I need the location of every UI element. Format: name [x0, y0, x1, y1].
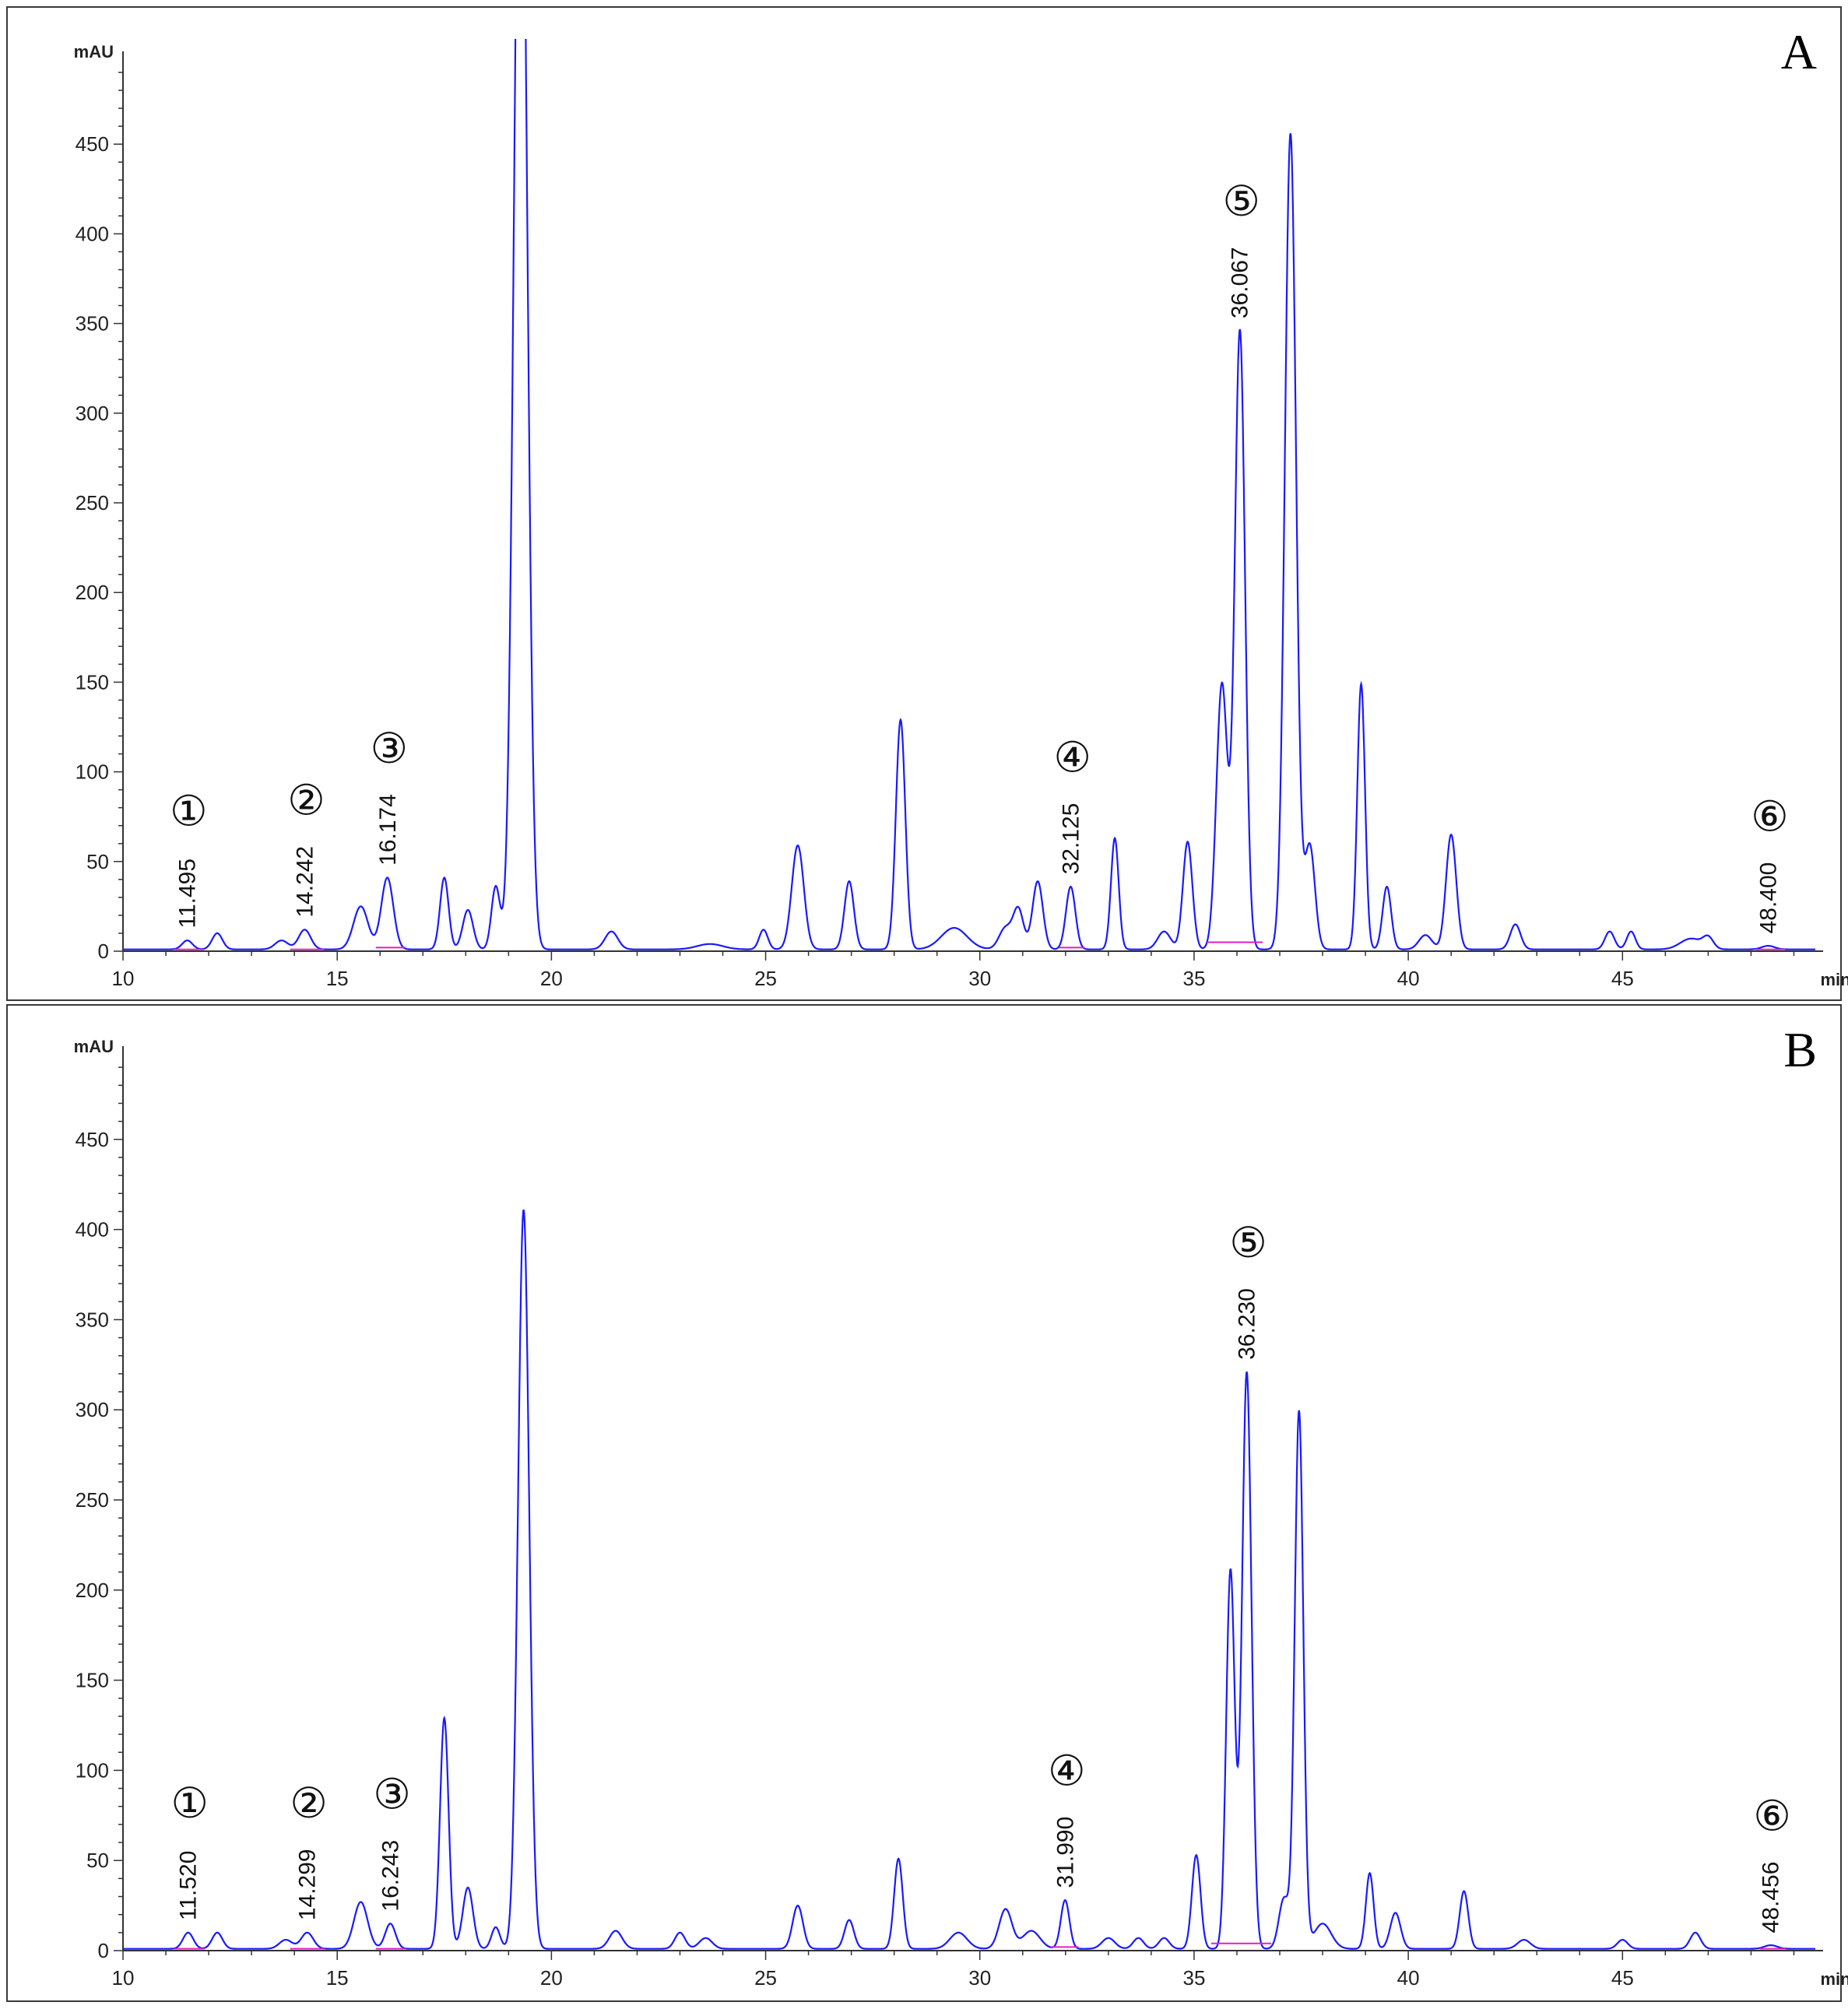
x-tick-label: 35	[1182, 1966, 1205, 1990]
y-tick-label: 250	[76, 491, 109, 515]
y-tick-label: 0	[98, 940, 109, 963]
chromatogram-trace	[123, 39, 1815, 950]
peak-number-label: ①	[170, 1779, 208, 1828]
x-tick-label: 30	[968, 1966, 991, 1990]
x-tick-label: 10	[112, 1966, 135, 1990]
retention-time-label: 14.242	[292, 846, 318, 918]
chromatogram-a-svg: 0 50 100 150 200 250 300 350 400 450 mAU 10 15 20 25 30…	[74, 39, 1848, 990]
y-tick-label: 50	[86, 850, 109, 873]
peak-number-label: ④	[1054, 732, 1091, 781]
y-tick-label: 400	[76, 1218, 109, 1242]
peak-number-label: ⑤	[1229, 1218, 1267, 1267]
chromatogram-b-svg: 0 50 100 150 200 250 300 350 400 450 mAU 10 15 20 25 30…	[74, 1037, 1848, 1990]
retention-time-label: 16.174	[375, 794, 401, 866]
peak-number-label: ⑥	[1753, 1791, 1790, 1840]
y-tick-label: 100	[76, 760, 109, 784]
panel-label-b: B	[1783, 1022, 1817, 1077]
x-tick-label: 10	[112, 967, 135, 990]
x-tick-label: 15	[326, 967, 349, 990]
chromatogram-panel-b: 0 50 100 150 200 250 300 350 400 450 mAU 10 15 20 25 30…	[6, 1004, 1848, 2002]
panel-label-a: A	[1780, 24, 1817, 79]
y-tick-label: 200	[76, 1579, 109, 1602]
y-tick-label: 50	[86, 1849, 109, 1872]
retention-time-label: 11.495	[174, 859, 200, 929]
y-tick-label: 0	[98, 1939, 109, 1962]
x-tick-label: 45	[1611, 967, 1634, 990]
peak-number-label: ③	[371, 724, 408, 773]
y-tick-label: 350	[76, 1308, 109, 1331]
x-axis-unit: min	[1820, 970, 1848, 989]
y-tick-label: 450	[76, 1128, 109, 1151]
x-tick-label: 15	[326, 1966, 349, 1990]
retention-time-label: 36.067	[1228, 247, 1253, 318]
peak-number-label: ④	[1048, 1746, 1085, 1795]
y-tick-label: 250	[76, 1488, 109, 1512]
x-tick-label: 25	[754, 1966, 777, 1990]
chromatogram-trace	[123, 1209, 1815, 1950]
x-tick-label: 20	[540, 967, 563, 990]
y-tick-label: 150	[76, 670, 109, 694]
retention-time-label: 31.990	[1052, 1817, 1078, 1888]
peak-number-label: ③	[373, 1770, 410, 1819]
retention-time-label: 32.125	[1059, 803, 1084, 875]
peak-number-label: ①	[170, 786, 207, 835]
x-tick-label: 20	[540, 1966, 563, 1990]
chromatogram-panel-a: 0 50 100 150 200 250 300 350 400 450 mAU 10 15 20 25 30…	[6, 6, 1848, 1001]
retention-time-label: 16.243	[378, 1840, 404, 1912]
retention-time-label: 48.456	[1758, 1862, 1784, 1933]
y-axis-unit: mAU	[74, 1037, 114, 1056]
retention-time-label: 36.230	[1235, 1288, 1260, 1360]
retention-time-label: 11.520	[176, 1851, 202, 1921]
y-tick-label: 400	[76, 222, 109, 245]
peak-number-label: ⑥	[1751, 792, 1788, 841]
y-tick-label: 300	[76, 402, 109, 425]
y-tick-label: 450	[76, 132, 109, 156]
x-axis-unit: min	[1820, 1969, 1848, 1989]
y-tick-label: 350	[76, 312, 109, 335]
x-tick-label: 45	[1611, 1966, 1634, 1990]
retention-time-label: 48.400	[1755, 862, 1781, 934]
y-tick-label: 200	[76, 581, 109, 604]
x-tick-label: 35	[1182, 967, 1205, 990]
retention-time-label: 14.299	[295, 1849, 321, 1920]
y-tick-label: 150	[76, 1669, 109, 1692]
x-tick-label: 30	[968, 967, 991, 990]
y-axis-unit: mAU	[74, 42, 114, 61]
x-tick-label: 40	[1397, 1966, 1420, 1990]
y-tick-label: 300	[76, 1398, 109, 1421]
peak-number-label: ⑤	[1222, 177, 1260, 226]
x-tick-label: 40	[1397, 967, 1420, 990]
peak-number-label: ②	[287, 776, 325, 825]
y-tick-label: 100	[76, 1758, 109, 1782]
x-tick-label: 25	[754, 967, 777, 990]
peak-number-label: ②	[290, 1779, 327, 1828]
